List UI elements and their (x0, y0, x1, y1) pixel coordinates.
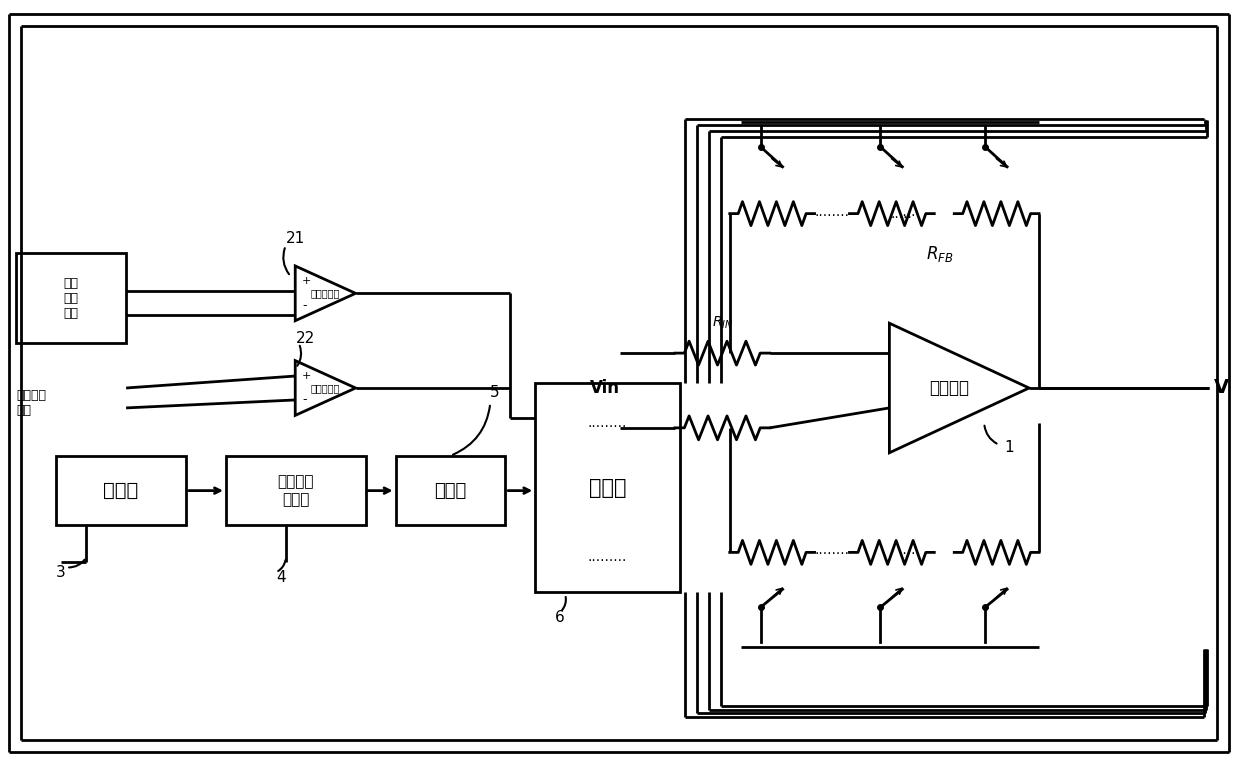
Text: .....: ..... (898, 205, 921, 219)
Text: $R_{IN}$: $R_{IN}$ (711, 315, 733, 331)
Bar (535, 383, 680, 592)
Bar (56, 456, 186, 526)
Text: 振荡器: 振荡器 (104, 481, 139, 500)
Text: 6: 6 (555, 610, 565, 625)
Text: ........: ........ (814, 205, 850, 219)
Text: 计数器: 计数器 (434, 482, 467, 499)
Text: ........: ........ (814, 543, 850, 557)
Text: 译码器: 译码器 (589, 478, 626, 498)
Text: 前级运放: 前级运放 (929, 379, 969, 397)
Text: 3: 3 (56, 565, 66, 580)
Text: 第一比较器: 第一比较器 (311, 288, 339, 298)
Text: +: + (302, 277, 311, 286)
Text: +: + (302, 371, 311, 381)
Text: 第一
检测
阈值: 第一 检测 阈值 (63, 277, 79, 320)
Text: .........: ......... (587, 416, 627, 430)
Text: 22: 22 (296, 331, 315, 346)
Text: $R_{FB}$: $R_{FB}$ (926, 243, 953, 264)
Text: 第二比较器: 第二比较器 (311, 383, 339, 393)
Text: V: V (1214, 379, 1229, 397)
Bar (225, 456, 366, 526)
Text: 5: 5 (491, 386, 499, 400)
Text: -: - (302, 393, 307, 407)
Text: 第二检测
阈值: 第二检测 阈值 (16, 389, 46, 417)
Text: .........: ......... (587, 550, 627, 564)
Text: 21: 21 (286, 231, 305, 246)
Text: .....: ..... (891, 206, 913, 220)
Text: .....: ..... (898, 543, 921, 557)
Bar (16, 254, 126, 343)
Text: -: - (302, 299, 307, 312)
Bar (395, 456, 506, 526)
Text: 时钟信号
发送器: 时钟信号 发送器 (278, 475, 313, 507)
Text: Vin: Vin (590, 379, 620, 397)
Text: 1: 1 (1004, 441, 1014, 455)
Text: 4: 4 (276, 570, 285, 585)
